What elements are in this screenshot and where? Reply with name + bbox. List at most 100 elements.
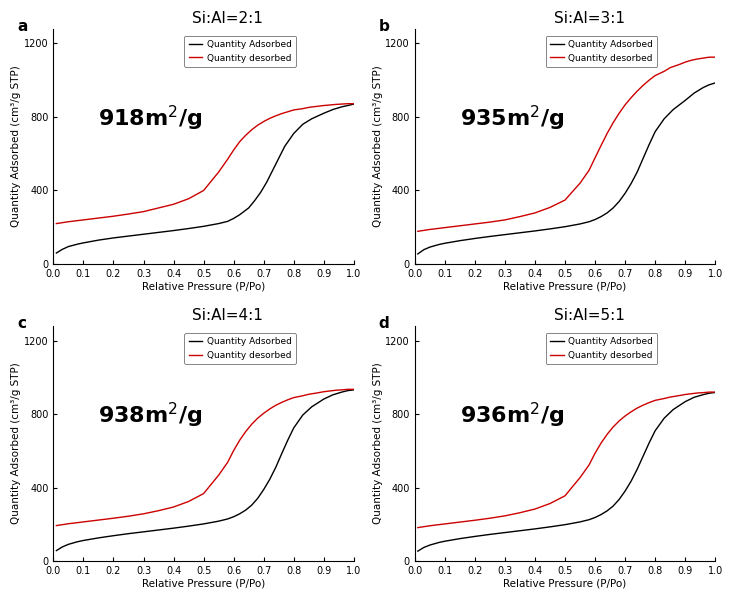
Quantity desorbed	[169, 200, 178, 208]
Quantity desorbed	[639, 82, 647, 89]
Quantity desorbed	[154, 205, 163, 212]
Quantity Adsorbed	[681, 398, 690, 405]
Quantity desorbed	[349, 100, 358, 107]
Quantity desorbed	[109, 212, 118, 220]
Quantity Adsorbed	[328, 106, 337, 113]
Quantity Adsorbed	[94, 236, 103, 244]
Quantity Adsorbed	[64, 541, 73, 548]
Line: Quantity Adsorbed: Quantity Adsorbed	[418, 392, 715, 551]
Legend: Quantity Adsorbed, Quantity desorbed: Quantity Adsorbed, Quantity desorbed	[545, 333, 658, 364]
Quantity Adsorbed	[660, 415, 669, 422]
Quantity desorbed	[561, 492, 570, 499]
Quantity Adsorbed	[591, 216, 600, 223]
Quantity desorbed	[585, 167, 594, 174]
Line: Quantity Adsorbed: Quantity Adsorbed	[57, 390, 354, 551]
Quantity Adsorbed	[73, 241, 81, 248]
Quantity desorbed	[241, 132, 250, 139]
Quantity desorbed	[660, 68, 669, 75]
Quantity Adsorbed	[154, 229, 163, 236]
Quantity desorbed	[603, 431, 611, 438]
Quantity Adsorbed	[79, 239, 88, 247]
Text: 936m$^2$/g: 936m$^2$/g	[460, 401, 564, 430]
Quantity desorbed	[272, 112, 280, 119]
Quantity desorbed	[338, 100, 346, 107]
Quantity Adsorbed	[235, 510, 244, 517]
Quantity Adsorbed	[456, 535, 465, 542]
Quantity Adsorbed	[229, 513, 238, 520]
Quantity desorbed	[259, 410, 268, 417]
Quantity Adsorbed	[639, 452, 647, 460]
Quantity Adsorbed	[561, 223, 570, 230]
Quantity desorbed	[614, 110, 623, 117]
Quantity Adsorbed	[289, 130, 298, 137]
Quantity desorbed	[319, 102, 328, 109]
Quantity Adsorbed	[344, 387, 352, 394]
Quantity desorbed	[687, 390, 696, 397]
Quantity Adsorbed	[319, 395, 328, 403]
Quantity Adsorbed	[199, 223, 208, 230]
Legend: Quantity Adsorbed, Quantity desorbed: Quantity Adsorbed, Quantity desorbed	[545, 35, 658, 67]
Quantity Adsorbed	[660, 115, 669, 122]
Quantity desorbed	[235, 437, 244, 444]
Quantity Adsorbed	[440, 239, 449, 247]
Quantity Adsorbed	[644, 141, 653, 148]
Quantity Adsorbed	[229, 215, 238, 222]
Quantity desorbed	[545, 204, 554, 211]
Quantity Adsorbed	[531, 525, 539, 532]
Quantity desorbed	[693, 389, 702, 397]
X-axis label: Relative Pressure (P/Po): Relative Pressure (P/Po)	[142, 281, 265, 292]
Quantity desorbed	[214, 169, 223, 176]
Quantity desorbed	[139, 510, 148, 517]
Quantity desorbed	[627, 94, 636, 101]
Quantity Adsorbed	[585, 218, 594, 226]
Quantity desorbed	[545, 500, 554, 507]
Quantity Adsorbed	[515, 229, 524, 236]
Quantity desorbed	[109, 515, 118, 522]
Quantity Adsorbed	[223, 515, 232, 523]
Quantity Adsorbed	[545, 226, 554, 233]
Quantity desorbed	[651, 72, 660, 79]
Quantity Adsorbed	[603, 507, 611, 514]
Quantity desorbed	[597, 142, 606, 149]
Y-axis label: Quantity Adsorbed (cm³/g STP): Quantity Adsorbed (cm³/g STP)	[373, 362, 382, 524]
Quantity Adsorbed	[633, 466, 642, 473]
Quantity Adsorbed	[73, 538, 81, 545]
Quantity desorbed	[206, 482, 214, 490]
Quantity desorbed	[241, 428, 250, 435]
Quantity Adsorbed	[139, 528, 148, 535]
Quantity desorbed	[699, 55, 708, 62]
Quantity Adsorbed	[699, 391, 708, 398]
Quantity Adsorbed	[319, 110, 328, 117]
Quantity Adsorbed	[184, 523, 193, 530]
Quantity Adsorbed	[184, 225, 193, 232]
Title: Si:Al=5:1: Si:Al=5:1	[553, 308, 625, 323]
Quantity Adsorbed	[627, 478, 636, 485]
Quantity Adsorbed	[485, 233, 494, 240]
Quantity Adsorbed	[575, 518, 584, 526]
Quantity Adsorbed	[705, 389, 713, 397]
Text: c: c	[18, 316, 26, 331]
Quantity desorbed	[139, 208, 148, 215]
Quantity desorbed	[456, 518, 465, 526]
Text: d: d	[379, 316, 390, 331]
Quantity desorbed	[693, 55, 702, 62]
Quantity Adsorbed	[253, 495, 262, 502]
Quantity Adsorbed	[597, 511, 606, 518]
Quantity Adsorbed	[256, 189, 265, 196]
Quantity Adsorbed	[614, 198, 623, 205]
Quantity Adsorbed	[265, 476, 274, 483]
Quantity desorbed	[52, 220, 61, 227]
Quantity Adsorbed	[250, 197, 259, 204]
Quantity Adsorbed	[426, 541, 435, 548]
Quantity Adsorbed	[669, 406, 677, 413]
Text: 918m$^2$/g: 918m$^2$/g	[98, 104, 203, 133]
X-axis label: Relative Pressure (P/Po): Relative Pressure (P/Po)	[504, 579, 627, 589]
Quantity Adsorbed	[52, 547, 61, 554]
Quantity Adsorbed	[426, 244, 435, 251]
Y-axis label: Quantity Adsorbed (cm³/g STP): Quantity Adsorbed (cm³/g STP)	[373, 65, 382, 227]
Quantity Adsorbed	[531, 227, 539, 235]
Quantity desorbed	[633, 88, 642, 95]
Quantity desorbed	[94, 214, 103, 221]
Quantity desorbed	[413, 524, 422, 531]
Quantity Adsorbed	[608, 205, 617, 212]
